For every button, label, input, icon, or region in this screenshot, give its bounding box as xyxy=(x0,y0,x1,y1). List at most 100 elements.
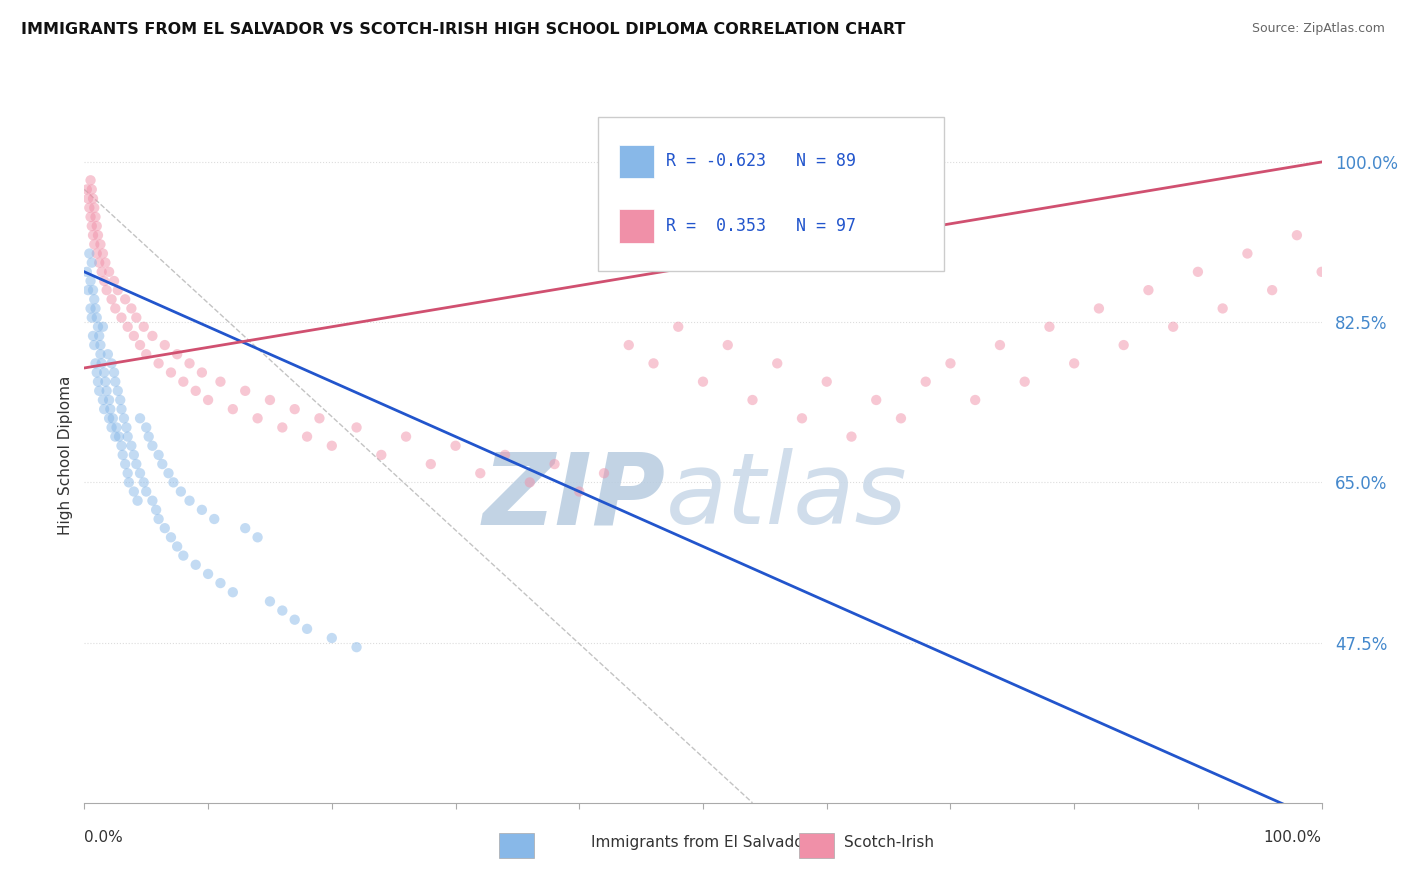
Point xyxy=(246,411,269,425)
Text: 100.0%: 100.0% xyxy=(1264,830,1322,845)
Point xyxy=(127,493,149,508)
Point xyxy=(157,467,180,481)
Point xyxy=(135,347,157,361)
Point xyxy=(321,439,343,453)
Point xyxy=(1161,319,1184,334)
Point xyxy=(160,366,183,380)
Point xyxy=(233,384,256,398)
Point xyxy=(568,484,591,499)
Point xyxy=(94,375,117,389)
Point xyxy=(122,448,145,462)
Point xyxy=(83,293,105,307)
Point xyxy=(1212,301,1234,316)
Point xyxy=(202,512,225,526)
Point xyxy=(96,283,118,297)
Point xyxy=(91,392,114,407)
Point xyxy=(184,384,207,398)
Point xyxy=(86,366,108,380)
Point xyxy=(80,182,103,196)
Point xyxy=(965,392,987,407)
Point xyxy=(122,484,145,499)
Point xyxy=(191,366,214,380)
Point xyxy=(209,576,232,591)
Point xyxy=(148,448,170,462)
Point xyxy=(82,192,104,206)
Point xyxy=(717,338,740,352)
Point xyxy=(96,384,118,398)
Point xyxy=(1088,301,1111,316)
Point xyxy=(104,375,127,389)
Point xyxy=(1063,356,1085,370)
Point xyxy=(321,631,343,645)
Text: IMMIGRANTS FROM EL SALVADOR VS SCOTCH-IRISH HIGH SCHOOL DIPLOMA CORRELATION CHAR: IMMIGRANTS FROM EL SALVADOR VS SCOTCH-IR… xyxy=(21,22,905,37)
Point xyxy=(84,210,107,224)
Point xyxy=(125,457,148,471)
Bar xyxy=(619,145,654,178)
Point xyxy=(284,402,307,417)
Point xyxy=(115,420,138,434)
Point xyxy=(494,448,516,462)
Point xyxy=(83,237,105,252)
Point xyxy=(259,594,281,608)
Text: atlas: atlas xyxy=(666,448,907,545)
Point xyxy=(89,237,111,252)
Text: Source: ZipAtlas.com: Source: ZipAtlas.com xyxy=(1251,22,1385,36)
Point xyxy=(79,210,101,224)
Point xyxy=(79,246,101,260)
Point xyxy=(76,182,98,196)
Point xyxy=(86,310,108,325)
Point xyxy=(543,457,565,471)
Point xyxy=(83,338,105,352)
Point xyxy=(120,301,142,316)
Text: ZIP: ZIP xyxy=(482,448,666,545)
Point xyxy=(93,366,115,380)
Point xyxy=(692,375,714,389)
Point xyxy=(370,448,392,462)
Point xyxy=(117,319,139,334)
Point xyxy=(122,329,145,343)
Point xyxy=(271,603,294,617)
Point xyxy=(125,310,148,325)
Point xyxy=(114,293,136,307)
Point xyxy=(222,585,245,599)
Point xyxy=(153,338,176,352)
Point xyxy=(395,429,418,443)
Point xyxy=(135,420,157,434)
Point xyxy=(79,201,101,215)
Point xyxy=(87,375,110,389)
Point xyxy=(107,283,129,297)
Point xyxy=(1038,319,1060,334)
Point xyxy=(91,246,114,260)
Point xyxy=(110,402,132,417)
Point xyxy=(111,448,134,462)
Point xyxy=(120,439,142,453)
Point xyxy=(179,493,201,508)
Point xyxy=(197,392,219,407)
Point xyxy=(108,429,131,443)
Point xyxy=(346,420,368,434)
Point xyxy=(91,319,114,334)
Point xyxy=(1014,375,1036,389)
Point xyxy=(135,484,157,499)
Point xyxy=(166,347,188,361)
Point xyxy=(166,540,188,554)
Point xyxy=(138,429,160,443)
Point xyxy=(107,384,129,398)
Point xyxy=(617,338,640,352)
Point xyxy=(246,530,269,544)
Point xyxy=(105,420,128,434)
Point xyxy=(110,392,132,407)
Point xyxy=(87,319,110,334)
Text: Scotch-Irish: Scotch-Irish xyxy=(844,836,934,850)
Point xyxy=(141,493,163,508)
Point xyxy=(172,549,194,563)
Point xyxy=(97,347,120,361)
Point xyxy=(184,558,207,572)
Point xyxy=(1137,283,1160,297)
Point xyxy=(100,356,122,370)
Bar xyxy=(619,210,654,243)
Point xyxy=(148,512,170,526)
Point xyxy=(197,566,219,581)
Point xyxy=(76,265,98,279)
Point xyxy=(100,293,122,307)
